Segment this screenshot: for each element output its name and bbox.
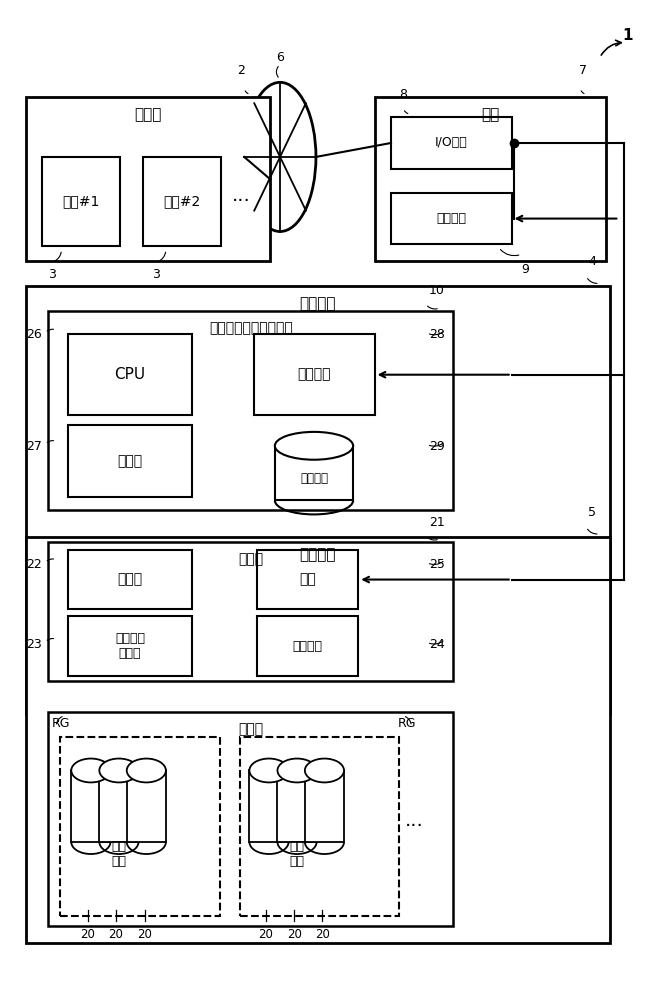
FancyBboxPatch shape: [143, 157, 221, 246]
Text: 通信装置: 通信装置: [297, 368, 331, 382]
Text: 公有云: 公有云: [134, 107, 162, 122]
Text: 1: 1: [622, 28, 632, 43]
FancyBboxPatch shape: [391, 117, 512, 169]
Text: 2: 2: [237, 64, 245, 77]
Text: 10: 10: [429, 284, 445, 297]
Bar: [99, 770, 138, 842]
Text: 处理器: 处理器: [117, 573, 143, 587]
FancyBboxPatch shape: [257, 550, 359, 609]
Text: 控制器: 控制器: [238, 552, 263, 566]
Ellipse shape: [127, 759, 166, 782]
Text: 存储装置: 存储装置: [299, 547, 336, 562]
Text: 22: 22: [26, 558, 42, 571]
Text: 4: 4: [588, 255, 596, 268]
Ellipse shape: [249, 759, 289, 782]
Text: I/O端口: I/O端口: [435, 136, 468, 149]
Text: RG: RG: [52, 717, 70, 730]
FancyBboxPatch shape: [68, 550, 192, 609]
FancyBboxPatch shape: [49, 542, 453, 681]
Text: 存储
装置: 存储 装置: [290, 840, 305, 868]
FancyBboxPatch shape: [49, 311, 453, 510]
FancyBboxPatch shape: [60, 737, 220, 916]
Text: 20: 20: [138, 928, 153, 941]
Bar: [278, 770, 316, 842]
Ellipse shape: [305, 759, 344, 782]
Bar: [127, 770, 166, 842]
Text: 21: 21: [429, 516, 445, 529]
Text: 20: 20: [287, 928, 302, 941]
FancyBboxPatch shape: [68, 425, 192, 497]
Ellipse shape: [99, 759, 138, 782]
Text: 25: 25: [429, 558, 445, 571]
Text: 存储自动缩放处理装置: 存储自动缩放处理装置: [209, 321, 293, 335]
FancyBboxPatch shape: [42, 157, 120, 246]
FancyBboxPatch shape: [68, 616, 192, 676]
Text: 23: 23: [26, 638, 42, 651]
Text: 存储器: 存储器: [117, 454, 143, 468]
Bar: [71, 770, 111, 842]
FancyBboxPatch shape: [26, 286, 609, 714]
Text: 7: 7: [580, 64, 588, 77]
Text: 本地部署: 本地部署: [299, 296, 336, 311]
Text: 存储装置: 存储装置: [300, 472, 328, 485]
Text: 3: 3: [152, 268, 160, 281]
Text: 27: 27: [26, 440, 42, 453]
Text: 3: 3: [48, 268, 56, 281]
Ellipse shape: [278, 759, 316, 782]
Text: 通信装置: 通信装置: [293, 640, 323, 653]
Text: 29: 29: [429, 440, 445, 453]
Text: ···: ···: [405, 817, 423, 836]
Ellipse shape: [71, 759, 111, 782]
FancyBboxPatch shape: [49, 712, 453, 926]
Text: 端口: 端口: [299, 573, 316, 587]
FancyBboxPatch shape: [68, 334, 192, 415]
Ellipse shape: [275, 432, 353, 460]
Text: 高速缓存
存储器: 高速缓存 存储器: [115, 632, 145, 660]
FancyBboxPatch shape: [374, 97, 606, 261]
Text: 主机#2: 主机#2: [164, 195, 201, 209]
Bar: [275, 446, 353, 500]
Bar: [249, 770, 289, 842]
Text: 镜像端口: 镜像端口: [436, 212, 467, 225]
Text: 26: 26: [26, 328, 42, 341]
FancyBboxPatch shape: [257, 616, 359, 676]
Text: 8: 8: [399, 88, 407, 101]
Text: 20: 20: [108, 928, 123, 941]
Text: ···: ···: [232, 192, 250, 211]
FancyBboxPatch shape: [254, 334, 374, 415]
Text: 24: 24: [429, 638, 445, 651]
Text: 存储
装置: 存储 装置: [111, 840, 126, 868]
Text: 存储部: 存储部: [238, 722, 263, 736]
FancyBboxPatch shape: [26, 537, 609, 943]
Text: RG: RG: [397, 717, 416, 730]
Text: 6: 6: [276, 51, 284, 64]
FancyBboxPatch shape: [26, 97, 270, 261]
FancyBboxPatch shape: [240, 737, 399, 916]
Text: 20: 20: [315, 928, 330, 941]
Text: CPU: CPU: [114, 367, 145, 382]
Text: 20: 20: [80, 928, 95, 941]
Text: 主机#1: 主机#1: [63, 195, 100, 209]
Text: 28: 28: [429, 328, 445, 341]
Text: 9: 9: [520, 263, 528, 276]
Text: 5: 5: [588, 506, 596, 519]
FancyBboxPatch shape: [391, 193, 512, 244]
Text: 开关: 开关: [482, 107, 499, 122]
Bar: [305, 770, 344, 842]
Ellipse shape: [244, 82, 316, 232]
Text: 20: 20: [259, 928, 273, 941]
